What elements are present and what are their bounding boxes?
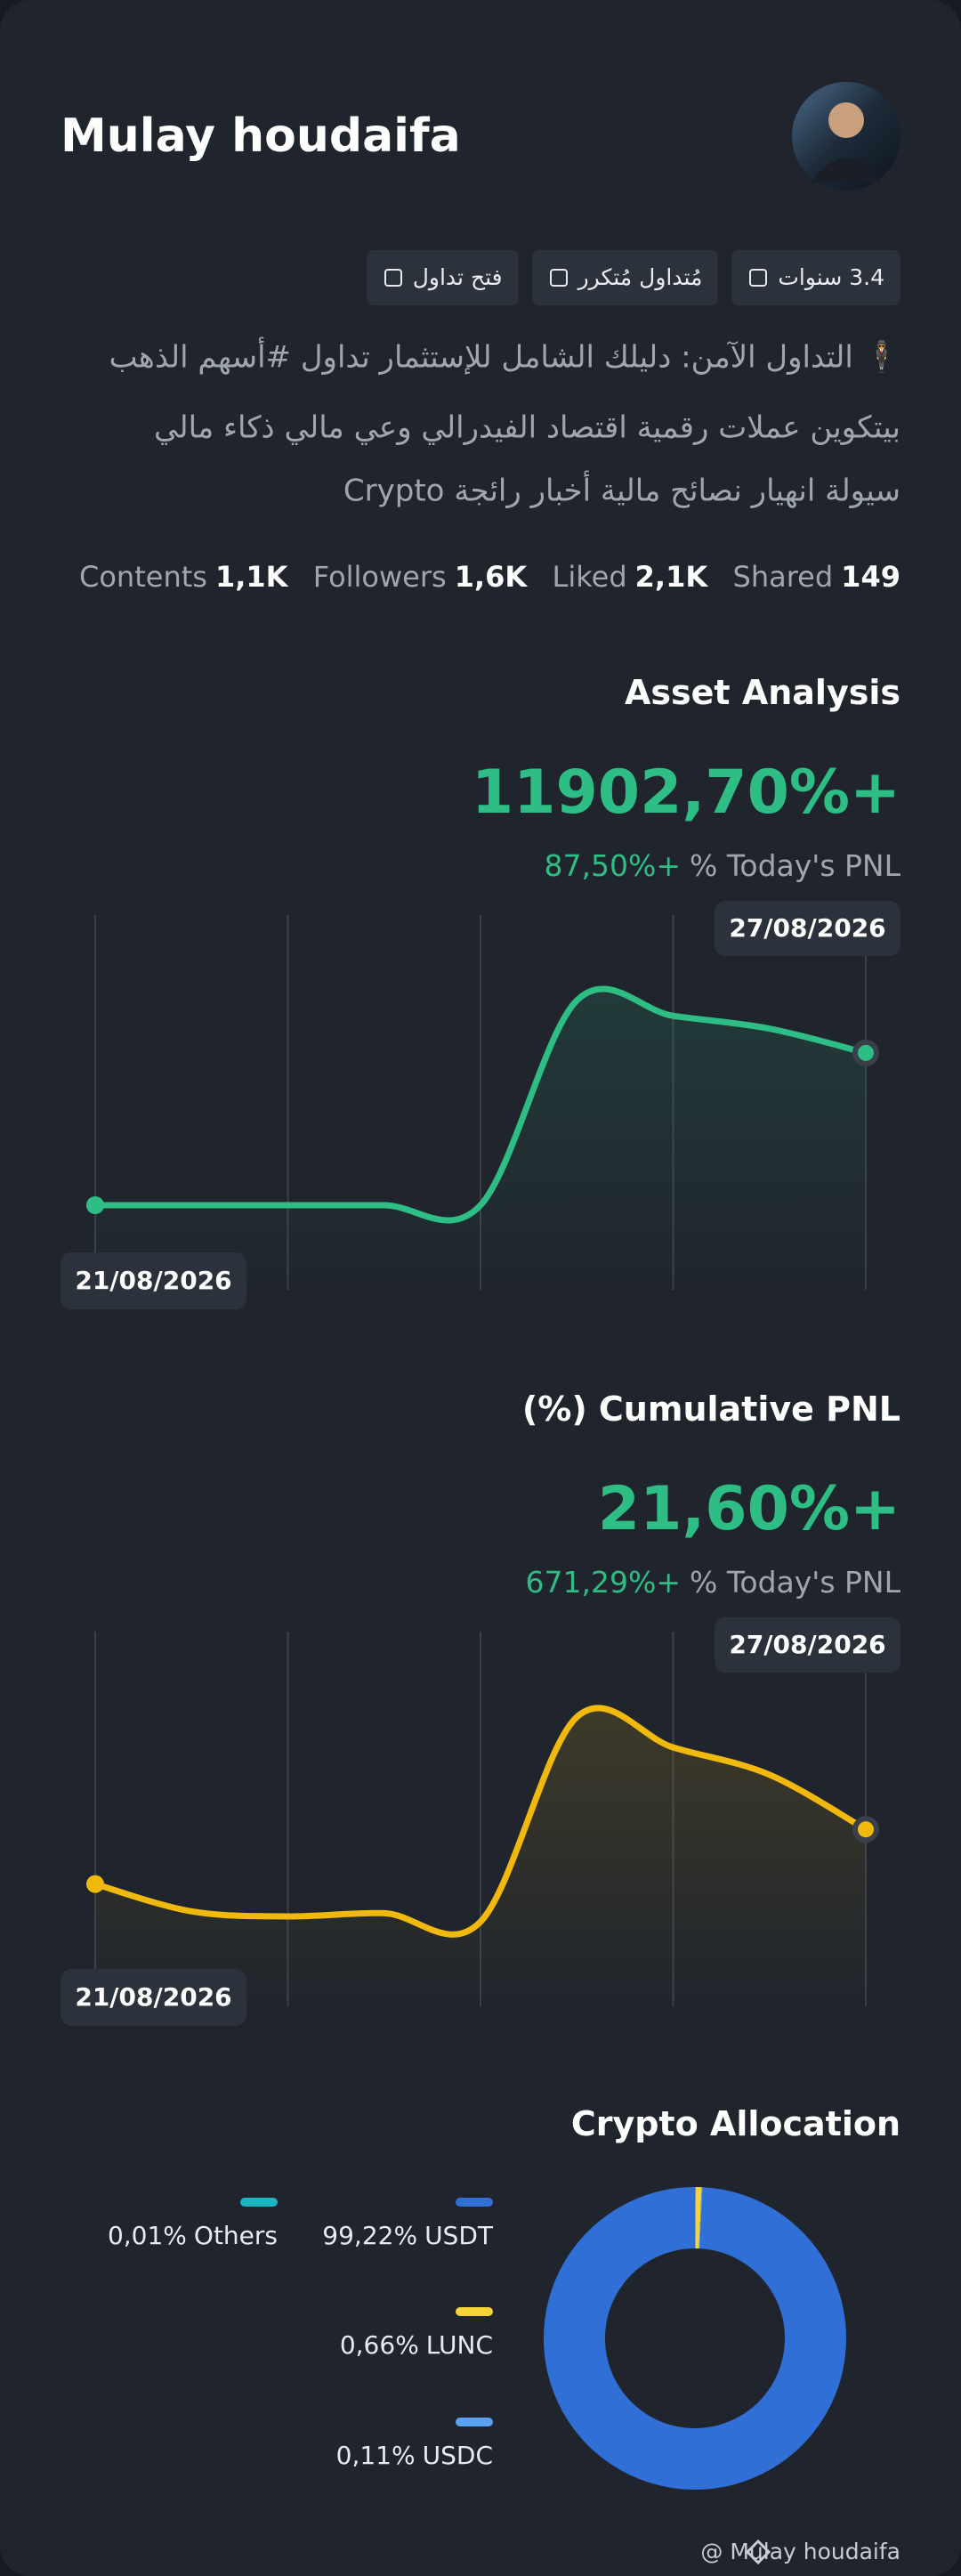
line [92,985,869,1224]
watermark: @ Mulay houdaifa [700,2539,900,2564]
badge: فتح تداول [366,250,519,305]
legend-value: 99,22% [322,2221,418,2251]
badge-text: فتح تداول [412,264,503,290]
stat: Contents 1,1K [79,560,287,594]
today-pnl: 87,50%+% Today's PNL [545,848,901,884]
start-date: 21/08/2026 [75,1266,232,1296]
bio-line: سيولة انهيار نصائح مالية أخبار رائجة Cry… [343,473,900,509]
bio-line: بيتكوين عملات رقمية اقتصاد الفيدرالي وعي… [153,409,900,446]
line-area [95,1707,866,2006]
stat-value: 1,1K [214,559,288,594]
icon-shape [749,269,768,287]
stat-label: Followers [312,559,447,594]
legend-entry: 0,01% Others [108,2221,278,2251]
badge-text: 3.4 سنوات [778,264,884,290]
avatar-face [828,102,864,138]
user-name: Mulay houdaifa [61,109,461,163]
legend-entry: 0,66% LUNC [340,2330,493,2361]
today-pnl: 671,29%+% Today's PNL [526,1565,901,1600]
badge-icon [384,269,402,287]
start-date-box [61,1969,246,2026]
stat-label: Liked [552,559,627,594]
stat: Liked 2,1K [553,560,708,594]
badge-icon [549,269,568,287]
legend-value: 0,01% [107,2221,187,2251]
badge: مُتداول مُتكرر [531,250,719,305]
end-date-box [715,1617,900,1673]
legend-swatch [456,2418,493,2426]
legend-swatch [456,2198,493,2207]
legend-name: Others [193,2221,278,2251]
end-date: 27/08/2026 [729,913,886,944]
avatar-body [811,158,882,182]
today-pnl-label: % Today's PNL [689,848,900,884]
chart-title: (%) Cumulative PNL [521,1389,900,1430]
line [92,1705,869,1938]
stat-label: Contents [79,559,207,594]
legend-value: 0,66% [339,2330,419,2361]
stat-value: 149 [841,559,900,594]
icon-shape [549,269,568,287]
stat-value: 1,6K [454,559,528,594]
stat-label: Shared [732,559,834,594]
icon-shape [384,269,402,287]
end-date: 27/08/2026 [729,1630,886,1660]
bio-line: 🕴 التداول الآمن: دليلك الشامل للإستثمار … [109,339,900,376]
legend-swatch [240,2198,278,2207]
legend-name: LUNC [425,2330,493,2361]
chart-title: Asset Analysis [625,673,900,713]
donut-slice [543,2186,846,2490]
today-pnl-value: 87,50%+ [544,848,681,884]
legend-entry: 99,22% USDT [322,2221,493,2251]
today-pnl-value: 671,29%+ [525,1565,681,1600]
end-point [858,1044,874,1061]
headline-value: 11902,70%+ [471,757,900,829]
start-date-box [61,1252,246,1309]
headline-value: 21,60%+ [597,1474,900,1545]
badges: 3.4 سنوات مُتداول مُتكرر فتح تداول [353,250,900,305]
stat: Followers 1,6K [313,560,527,594]
legend-name: USDT [424,2221,493,2251]
stats: Contents 1,1K Followers 1,6K Liked 2,1K Shared… [79,560,900,594]
watermark-icon [745,2539,771,2565]
legend-entry: 0,11% USDC [336,2441,493,2471]
legend-value: 0,11% [335,2441,416,2471]
badge-text: مُتداول مُتكرر [577,264,703,290]
end-date-box [715,901,900,956]
badge: 3.4 سنوات [731,250,900,305]
end-point [858,1821,874,1838]
today-pnl-label: % Today's PNL [689,1565,900,1600]
legend-swatch [456,2307,493,2316]
stat-value: 2,1K [634,559,708,594]
start-date: 21/08/2026 [75,1982,232,2013]
chart-title: Crypto Allocation [570,2104,900,2144]
start-point [86,1875,104,1893]
legend-name: USDC [422,2441,493,2471]
line-area [95,988,866,1290]
badge-icon [749,269,768,287]
start-point [86,1196,104,1214]
stat: Shared 149 [733,560,900,594]
